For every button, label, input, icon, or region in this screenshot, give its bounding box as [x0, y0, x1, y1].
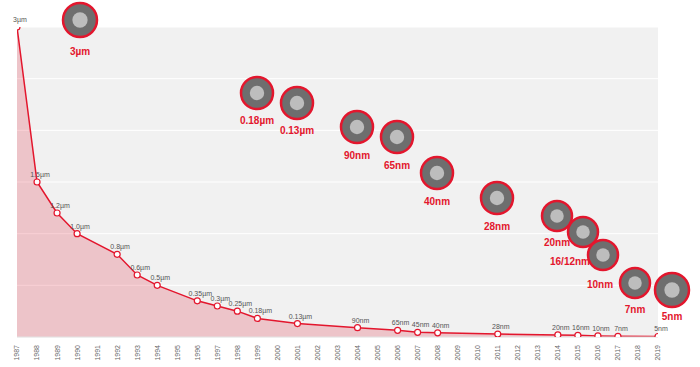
svg-text:1990: 1990	[74, 345, 81, 361]
svg-text:2016: 2016	[594, 345, 601, 361]
svg-text:45nm: 45nm	[412, 321, 430, 328]
svg-text:0.13µm: 0.13µm	[280, 125, 314, 136]
svg-text:2002: 2002	[314, 345, 321, 361]
svg-text:1989: 1989	[54, 345, 61, 361]
svg-text:2010: 2010	[474, 345, 481, 361]
svg-text:1991: 1991	[94, 345, 101, 361]
svg-text:2011: 2011	[494, 345, 501, 360]
svg-text:2003: 2003	[334, 345, 341, 361]
svg-text:1995: 1995	[174, 345, 181, 361]
svg-text:16/12nm: 16/12nm	[550, 256, 590, 267]
svg-text:2000: 2000	[274, 345, 281, 361]
svg-text:2001: 2001	[294, 345, 301, 361]
svg-text:1.2µm: 1.2µm	[50, 202, 70, 210]
svg-text:20nm: 20nm	[544, 237, 570, 248]
svg-text:90nm: 90nm	[352, 317, 370, 324]
svg-text:2005: 2005	[374, 345, 381, 361]
svg-text:65nm: 65nm	[384, 160, 410, 171]
svg-text:1994: 1994	[154, 345, 161, 361]
svg-text:2008: 2008	[434, 345, 441, 361]
svg-text:2018: 2018	[634, 345, 641, 361]
svg-text:0.5µm: 0.5µm	[150, 274, 170, 282]
svg-text:16nm: 16nm	[572, 324, 590, 331]
svg-text:1.0µm: 1.0µm	[70, 223, 90, 231]
svg-text:0.18µm: 0.18µm	[249, 307, 273, 315]
svg-text:3µm: 3µm	[13, 16, 27, 24]
svg-text:40nm: 40nm	[424, 196, 450, 207]
svg-text:1988: 1988	[33, 345, 40, 361]
svg-text:1992: 1992	[114, 345, 121, 361]
svg-text:10nm: 10nm	[587, 279, 613, 290]
svg-text:28nm: 28nm	[492, 323, 510, 330]
svg-text:2004: 2004	[354, 345, 361, 361]
svg-text:0.18µm: 0.18µm	[240, 115, 274, 126]
svg-text:0.3µm: 0.3µm	[211, 295, 231, 303]
svg-text:0.13µm: 0.13µm	[289, 313, 313, 321]
svg-text:0.6µm: 0.6µm	[130, 264, 150, 272]
svg-text:5nm: 5nm	[654, 325, 668, 332]
svg-text:3µm: 3µm	[70, 46, 90, 57]
svg-text:0.35µm: 0.35µm	[189, 290, 213, 298]
svg-text:40nm: 40nm	[432, 322, 450, 329]
svg-text:2012: 2012	[514, 345, 521, 361]
svg-text:1.5µm: 1.5µm	[30, 171, 50, 179]
svg-text:2017: 2017	[614, 345, 621, 361]
svg-text:2015: 2015	[574, 345, 581, 361]
svg-text:2014: 2014	[554, 345, 561, 361]
svg-text:2007: 2007	[414, 345, 421, 361]
svg-text:1993: 1993	[134, 345, 141, 361]
svg-text:28nm: 28nm	[484, 221, 510, 232]
svg-text:5nm: 5nm	[662, 311, 683, 322]
svg-text:0.8µm: 0.8µm	[110, 243, 130, 251]
svg-text:1998: 1998	[234, 345, 241, 361]
svg-text:90nm: 90nm	[344, 150, 370, 161]
svg-text:20nm: 20nm	[552, 324, 570, 331]
svg-text:2006: 2006	[394, 345, 401, 361]
svg-text:2019: 2019	[654, 345, 661, 361]
svg-text:2013: 2013	[534, 345, 541, 361]
svg-text:1987: 1987	[13, 345, 20, 361]
svg-text:0.25µm: 0.25µm	[228, 300, 253, 308]
svg-text:7nm: 7nm	[614, 325, 628, 332]
svg-text:2009: 2009	[454, 345, 461, 361]
svg-text:1996: 1996	[194, 345, 201, 361]
svg-text:10nm: 10nm	[592, 325, 610, 332]
svg-text:65nm: 65nm	[392, 319, 410, 326]
svg-text:1999: 1999	[254, 345, 261, 361]
svg-text:7nm: 7nm	[625, 304, 646, 315]
svg-text:1997: 1997	[214, 345, 221, 361]
